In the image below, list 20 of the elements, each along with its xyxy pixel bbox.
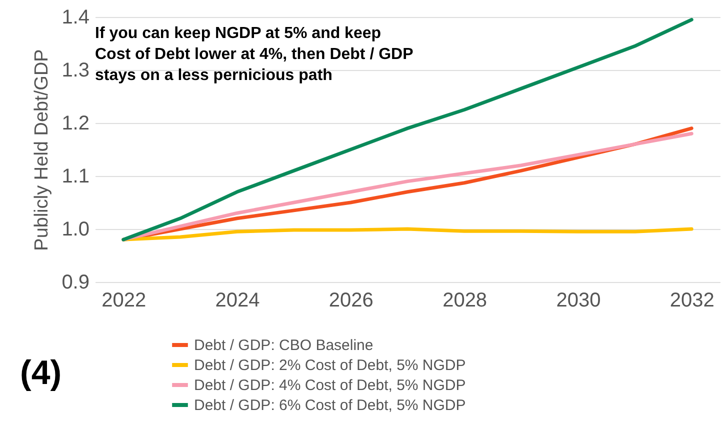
legend-label: Debt / GDP: CBO Baseline [194, 337, 374, 354]
y-tick-label: 1.2 [62, 112, 90, 134]
annotation: If you can keep NGDP at 5% and keep Cost of Debt lower at 4%, then Debt / GDP stays on a less pernicious path [95, 25, 414, 84]
line-series [122, 227, 694, 242]
x-tick-label: 2030 [556, 290, 601, 312]
y-axis-title: Publicly Held Debt/GDP [32, 49, 53, 251]
text: (4) [20, 354, 62, 392]
y-tick-label: 1.3 [62, 60, 90, 82]
legend-label: Debt / GDP: 6% Cost of Debt, 5% NGDP [194, 397, 466, 414]
x-tick-label: 2022 [102, 290, 146, 312]
x-tick-label: 2026 [328, 290, 374, 312]
legend-label: Debt / GDP: 2% Cost of Debt, 5% NGDP [194, 357, 466, 374]
y-tick-label: 0.9 [62, 272, 90, 294]
y-tick-label: 1.0 [62, 218, 90, 240]
y-tick-label: 1.4 [62, 6, 90, 28]
x-tick-label: 2028 [442, 290, 488, 312]
x-tick-label: 2032 [670, 290, 714, 312]
x-tick-label: 2024 [215, 290, 260, 312]
legend-label: Debt / GDP: 4% Cost of Debt, 5% NGDP [194, 377, 466, 394]
y-tick-label: 1.1 [62, 166, 90, 188]
